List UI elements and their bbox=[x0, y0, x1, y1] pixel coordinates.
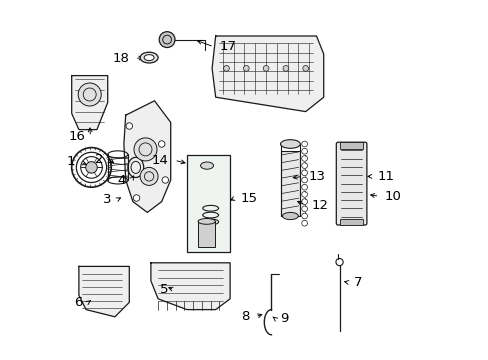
Circle shape bbox=[223, 66, 229, 71]
Ellipse shape bbox=[144, 55, 154, 60]
Circle shape bbox=[133, 195, 140, 201]
Ellipse shape bbox=[200, 162, 213, 169]
Text: 13: 13 bbox=[307, 170, 325, 183]
Circle shape bbox=[263, 66, 268, 71]
Bar bbox=[198, 221, 215, 247]
Text: 11: 11 bbox=[377, 170, 394, 183]
Circle shape bbox=[243, 66, 249, 71]
Circle shape bbox=[162, 177, 168, 183]
Circle shape bbox=[302, 66, 308, 71]
Text: 16: 16 bbox=[68, 130, 85, 143]
Bar bbox=[339, 142, 363, 149]
Text: 12: 12 bbox=[310, 199, 327, 212]
Text: 1: 1 bbox=[67, 156, 75, 168]
Ellipse shape bbox=[282, 212, 298, 220]
Bar bbox=[280, 151, 300, 216]
Polygon shape bbox=[72, 76, 107, 130]
Text: 4: 4 bbox=[117, 174, 125, 186]
Text: 18: 18 bbox=[112, 52, 129, 65]
Circle shape bbox=[283, 66, 288, 71]
Text: 15: 15 bbox=[241, 192, 257, 204]
Text: 2: 2 bbox=[94, 153, 103, 166]
Text: 3: 3 bbox=[102, 193, 111, 206]
Polygon shape bbox=[123, 101, 170, 212]
Bar bbox=[186, 155, 230, 252]
Circle shape bbox=[134, 138, 157, 161]
Polygon shape bbox=[212, 36, 323, 112]
Circle shape bbox=[158, 141, 164, 147]
Ellipse shape bbox=[280, 140, 300, 148]
Bar bbox=[339, 219, 363, 225]
Polygon shape bbox=[79, 266, 129, 317]
Ellipse shape bbox=[140, 52, 158, 63]
Text: 5: 5 bbox=[160, 283, 168, 296]
Circle shape bbox=[159, 32, 175, 48]
Circle shape bbox=[140, 167, 158, 185]
Text: 6: 6 bbox=[74, 296, 82, 309]
Text: 14: 14 bbox=[152, 154, 168, 167]
Circle shape bbox=[78, 83, 101, 106]
Text: 7: 7 bbox=[354, 276, 362, 289]
Text: 8: 8 bbox=[241, 310, 249, 323]
FancyBboxPatch shape bbox=[336, 142, 366, 225]
Text: 17: 17 bbox=[219, 40, 236, 53]
Ellipse shape bbox=[198, 219, 215, 224]
Circle shape bbox=[126, 123, 132, 129]
Text: 10: 10 bbox=[384, 190, 401, 203]
Circle shape bbox=[85, 162, 97, 173]
Text: 9: 9 bbox=[280, 312, 288, 325]
Polygon shape bbox=[151, 263, 230, 310]
